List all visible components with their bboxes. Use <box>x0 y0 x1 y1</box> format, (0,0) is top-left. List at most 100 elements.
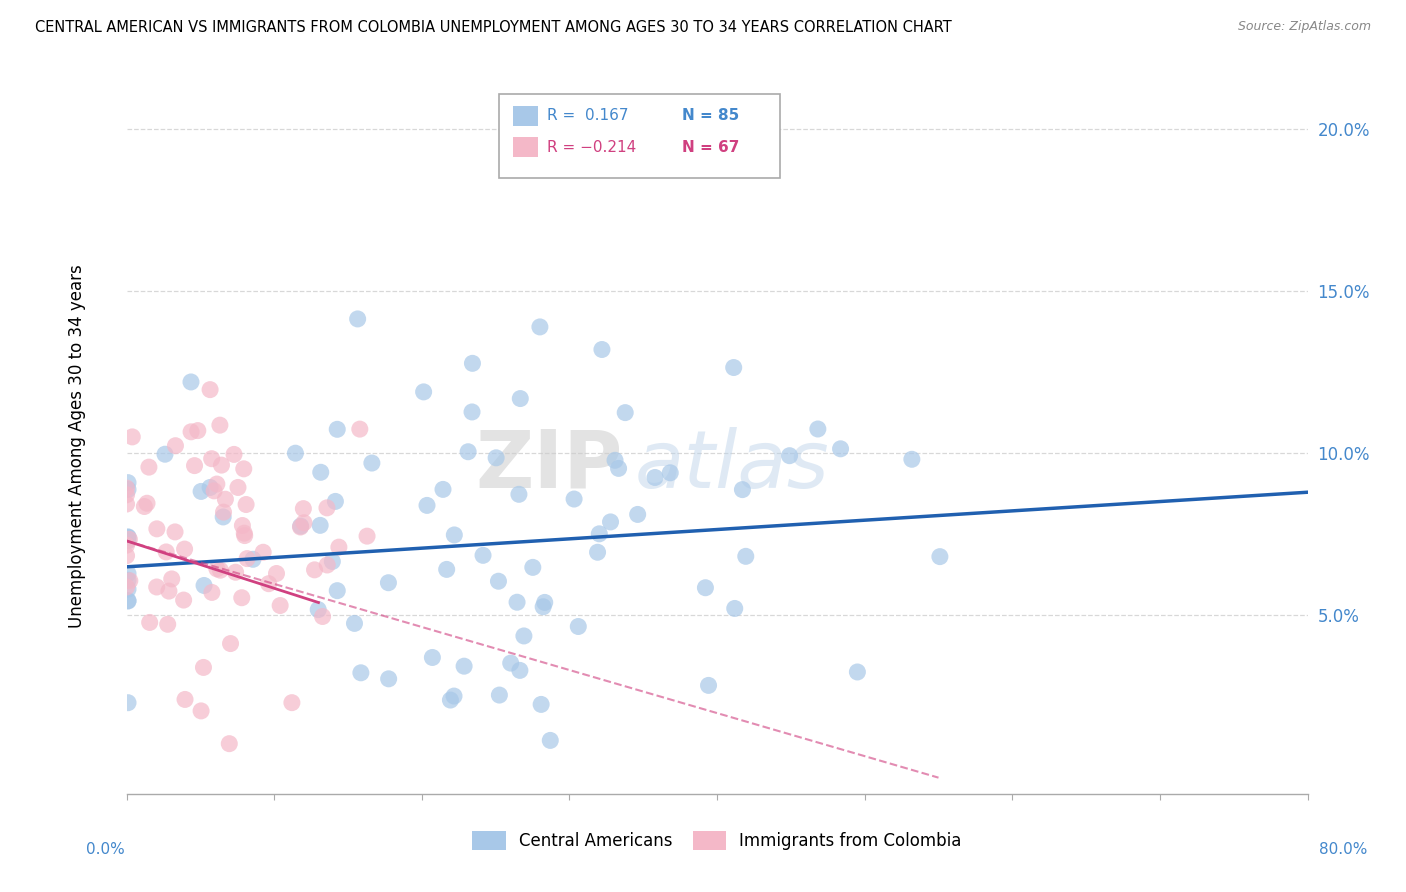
Point <box>214 492 236 507</box>
Point <box>183 458 205 473</box>
Point <box>165 439 187 453</box>
Point <box>235 498 257 512</box>
Point <box>472 549 495 563</box>
Point <box>201 451 224 466</box>
Point <box>117 533 139 548</box>
Point <box>349 422 371 436</box>
Point <box>187 424 209 438</box>
Point <box>723 360 745 375</box>
Point <box>290 520 312 534</box>
Point <box>508 487 530 501</box>
Point <box>269 599 291 613</box>
Point <box>485 450 508 465</box>
Point <box>266 566 288 581</box>
Point <box>233 526 256 541</box>
Point <box>432 483 454 497</box>
Point <box>309 465 332 479</box>
Point <box>530 698 553 712</box>
Point <box>117 582 139 597</box>
Point <box>443 689 465 703</box>
Point <box>205 477 228 491</box>
Point <box>779 449 801 463</box>
Point <box>588 526 610 541</box>
Point <box>174 692 197 706</box>
Point <box>236 551 259 566</box>
Point <box>316 500 339 515</box>
Point <box>180 425 202 439</box>
Point <box>734 549 756 564</box>
Point <box>531 599 554 614</box>
Point <box>290 519 312 533</box>
Point <box>461 405 484 419</box>
Point <box>225 566 247 580</box>
Point <box>304 563 326 577</box>
Point <box>115 488 138 502</box>
Point <box>173 542 195 557</box>
Legend: Central Americans, Immigrants from Colombia: Central Americans, Immigrants from Colom… <box>465 824 969 857</box>
Point <box>257 576 280 591</box>
Point <box>190 704 212 718</box>
Point <box>226 480 249 494</box>
Point <box>453 659 475 673</box>
Point <box>443 528 465 542</box>
Point <box>212 505 235 519</box>
Point <box>325 494 347 508</box>
Point <box>202 483 225 498</box>
Point <box>659 466 682 480</box>
Text: N = 67: N = 67 <box>682 140 740 154</box>
Point <box>231 518 253 533</box>
Point <box>198 383 221 397</box>
Point <box>115 481 138 495</box>
Point <box>644 470 666 484</box>
Text: atlas: atlas <box>634 426 830 505</box>
Point <box>731 483 754 497</box>
Point <box>488 688 510 702</box>
Point <box>499 656 522 670</box>
Point <box>138 615 160 630</box>
Point <box>461 356 484 370</box>
Point <box>343 616 366 631</box>
Point <box>190 484 212 499</box>
Point <box>118 574 141 588</box>
Point <box>193 660 215 674</box>
Point <box>118 533 141 547</box>
Point <box>115 497 138 511</box>
Point <box>807 422 830 436</box>
Point <box>117 594 139 608</box>
Point <box>591 343 613 357</box>
Point <box>326 583 349 598</box>
Point <box>117 566 139 581</box>
Text: ZIP: ZIP <box>475 426 623 505</box>
Point <box>599 515 621 529</box>
Point <box>115 580 138 594</box>
Point <box>928 549 950 564</box>
Point <box>281 696 304 710</box>
Point <box>252 545 274 559</box>
Point <box>614 406 637 420</box>
Point <box>326 422 349 436</box>
Point <box>457 444 479 458</box>
Point <box>830 442 852 456</box>
Point <box>422 650 444 665</box>
Text: R =  0.167: R = 0.167 <box>547 109 628 123</box>
Point <box>538 733 561 747</box>
Text: 80.0%: 80.0% <box>1319 842 1367 856</box>
Point <box>233 528 256 542</box>
Point <box>513 629 536 643</box>
Point <box>145 580 167 594</box>
Point <box>509 664 531 678</box>
Point <box>360 456 382 470</box>
Point <box>522 560 544 574</box>
Text: Unemployment Among Ages 30 to 34 years: Unemployment Among Ages 30 to 34 years <box>69 264 86 628</box>
Point <box>117 573 139 587</box>
Point <box>117 483 139 497</box>
Point <box>134 500 156 514</box>
Point <box>346 312 368 326</box>
Point <box>121 430 143 444</box>
Point <box>350 665 373 680</box>
Point <box>117 696 139 710</box>
Point <box>328 540 350 554</box>
Point <box>222 447 245 461</box>
Point <box>231 591 253 605</box>
Point <box>562 491 585 506</box>
